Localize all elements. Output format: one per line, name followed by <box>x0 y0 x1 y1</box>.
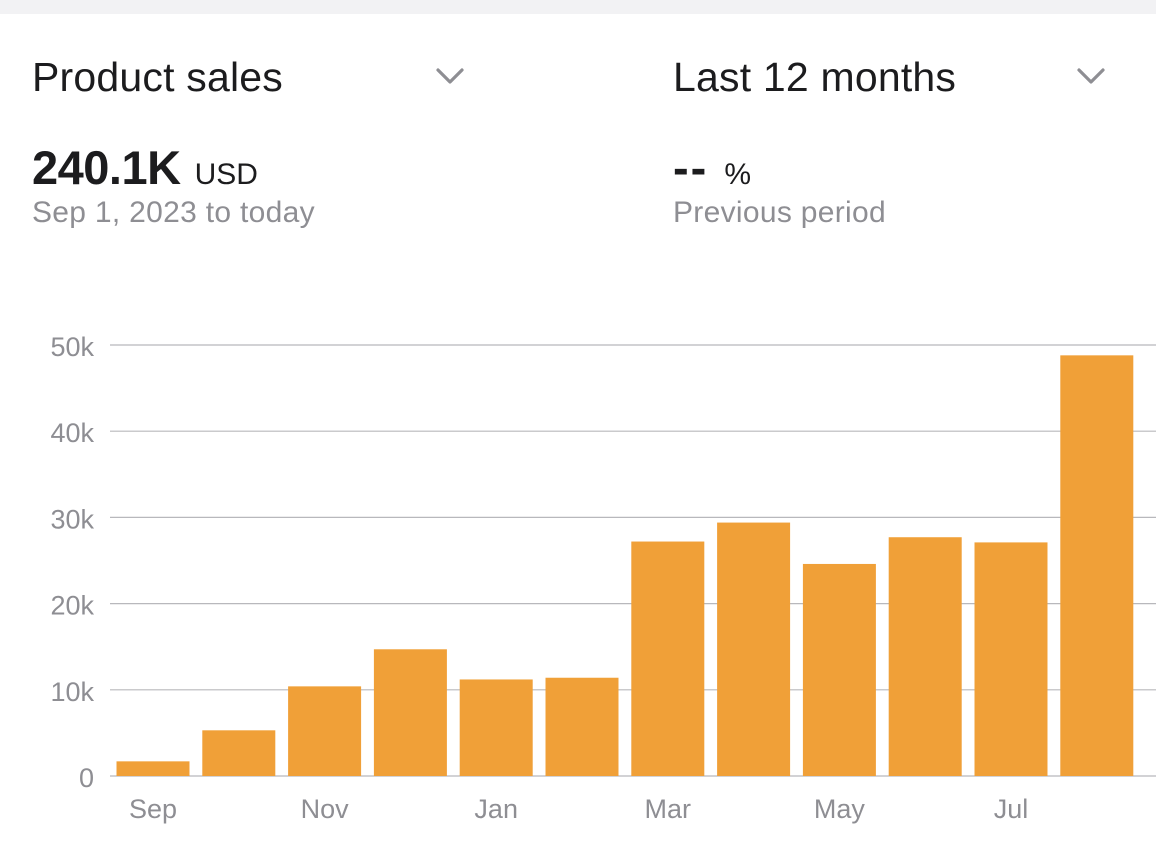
y-tick-label: 0 <box>79 763 94 793</box>
bar-oct <box>202 730 276 776</box>
x-tick-label: Mar <box>645 794 692 824</box>
x-tick-label: Sep <box>129 794 177 824</box>
bar-jun <box>888 537 962 776</box>
period-dropdown-label: Last 12 months <box>673 53 957 100</box>
y-tick-label: 10k <box>50 677 94 707</box>
top-strip <box>0 0 1156 14</box>
bar-aug <box>1060 355 1134 776</box>
metric-dropdown[interactable]: Product sales <box>32 50 472 104</box>
total-sales-stat: 240.1K USD Sep 1, 2023 to today <box>32 140 315 230</box>
chevron-down-icon <box>1077 68 1105 84</box>
total-sales-value-line: 240.1K USD <box>32 140 315 194</box>
bar-feb <box>545 677 619 776</box>
total-sales-unit: USD <box>194 158 258 191</box>
sales-bar-chart: 0 10k 20k 30k 40k 50k Sep Nov Jan Mar May Jul <box>50 332 1156 824</box>
bar-jul <box>974 542 1048 776</box>
change-unit: % <box>724 158 751 191</box>
change-value: -- <box>673 141 709 194</box>
x-tick-label: May <box>814 794 866 824</box>
chevron-down-icon <box>436 68 464 84</box>
bar-mar <box>631 541 705 776</box>
y-tick-label: 30k <box>50 504 94 534</box>
bar-jan <box>459 679 533 776</box>
previous-period-label: Previous period <box>673 196 886 229</box>
change-value-line: -- % <box>673 140 886 194</box>
bar-dec <box>373 649 447 776</box>
date-range-label: Sep 1, 2023 to today <box>32 196 315 229</box>
y-tick-label: 20k <box>50 591 94 621</box>
bar-nov <box>288 686 362 776</box>
change-stat: -- % Previous period <box>673 140 886 230</box>
x-tick-label: Jan <box>474 794 518 824</box>
bar-may <box>802 563 876 776</box>
x-tick-label: Nov <box>301 794 350 824</box>
bar-apr <box>717 522 791 776</box>
metric-dropdown-label: Product sales <box>32 53 284 100</box>
total-sales-value: 240.1K <box>32 141 181 194</box>
y-tick-label: 50k <box>50 332 94 362</box>
period-dropdown[interactable]: Last 12 months <box>673 50 1113 104</box>
y-tick-label: 40k <box>50 418 94 448</box>
x-tick-label: Jul <box>994 794 1029 824</box>
bar-sep <box>116 761 190 776</box>
